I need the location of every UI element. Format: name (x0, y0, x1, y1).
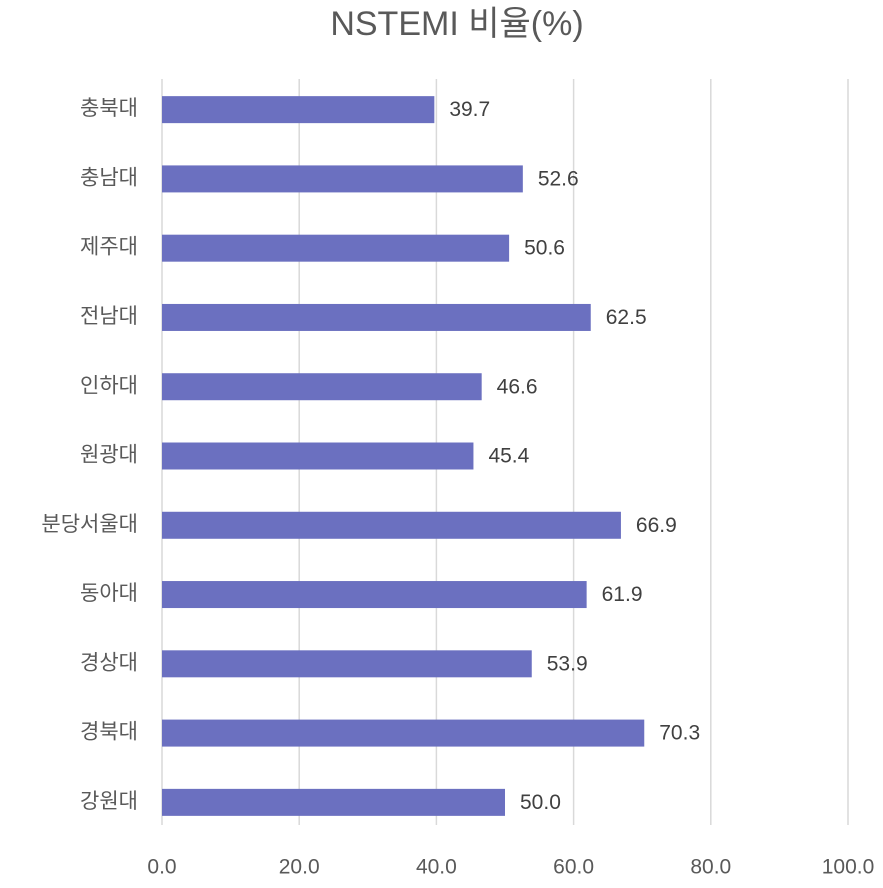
bar (162, 96, 435, 124)
y-tick-label: 제주대 (80, 236, 138, 259)
chart-title: NSTEMI 비율(%) (330, 5, 583, 43)
x-tick-label: 60.0 (553, 856, 594, 879)
x-tick-label: 100.0 (822, 856, 875, 879)
x-tick-label: 40.0 (416, 856, 457, 879)
bar (162, 303, 591, 331)
x-tick-label: 0.0 (147, 856, 176, 879)
bar (162, 788, 505, 816)
y-tick-label: 원광대 (80, 444, 138, 467)
bar (162, 650, 532, 678)
bar (162, 373, 482, 401)
bar (162, 719, 645, 747)
data-label: 50.0 (520, 791, 561, 814)
y-tick-label: 인하대 (80, 374, 138, 397)
data-label: 52.6 (538, 167, 579, 190)
bar (162, 234, 510, 262)
bar (162, 442, 474, 470)
x-tick-label: 20.0 (279, 856, 320, 879)
y-tick-label: 경북대 (80, 721, 138, 744)
y-tick-label: 충남대 (80, 166, 138, 189)
bar (162, 511, 621, 539)
data-label: 70.3 (659, 722, 700, 745)
data-label: 61.9 (602, 583, 643, 606)
y-tick-label: 분당서울대 (41, 513, 138, 536)
bar (162, 581, 587, 609)
data-label: 66.9 (636, 514, 677, 537)
y-tick-label: 경상대 (80, 651, 138, 674)
y-tick-label: 충북대 (80, 97, 138, 120)
y-tick-label: 강원대 (80, 790, 138, 813)
data-label: 53.9 (547, 652, 588, 675)
data-label: 39.7 (449, 98, 490, 121)
y-tick-label: 전남대 (80, 305, 138, 328)
y-tick-label: 동아대 (80, 582, 138, 605)
data-label: 46.6 (497, 375, 538, 398)
data-label: 62.5 (606, 306, 647, 329)
data-label: 45.4 (488, 445, 529, 468)
x-tick-label: 80.0 (690, 856, 731, 879)
data-label: 50.6 (524, 237, 565, 260)
bar (162, 165, 523, 193)
